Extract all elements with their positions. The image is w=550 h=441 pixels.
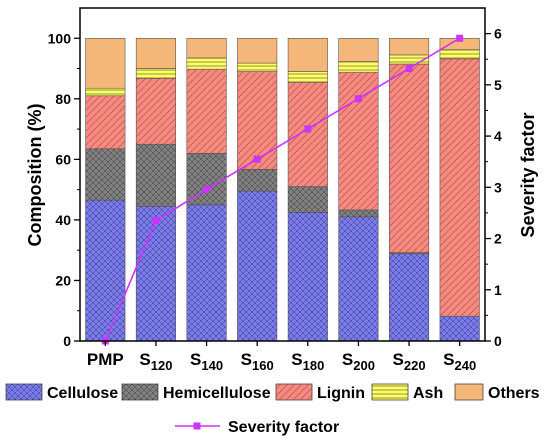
x-tick-label: S140 — [190, 350, 223, 373]
bar-others-s180 — [287, 37, 328, 72]
bar-pattern-cellulose-s220 — [389, 253, 429, 341]
y-tick-label: 0 — [63, 333, 71, 349]
y2-tick-label: 2 — [494, 231, 502, 247]
legend-swatch-pattern-ash — [372, 384, 408, 400]
bar-pattern-hemicellulose-s160 — [237, 169, 277, 192]
bar-pattern-ash-s180 — [288, 71, 328, 83]
x-tick-label: PMP — [87, 350, 124, 369]
bar-others-pmp — [85, 37, 126, 89]
x-tick-label: S120 — [139, 350, 172, 373]
y-tick-label: 80 — [55, 91, 71, 107]
bar-pattern-lignin-s120 — [136, 78, 176, 145]
bar-others-s120 — [135, 37, 176, 69]
bar-pattern-lignin-s180 — [288, 82, 328, 187]
legend-swatch-pattern-lignin — [276, 384, 312, 400]
severity-point — [354, 95, 362, 103]
bar-pattern-cellulose-s200 — [338, 216, 379, 341]
legend-swatch-pattern-hemicellulose — [122, 384, 158, 400]
bar-pattern-lignin-s160 — [237, 71, 277, 170]
right-y-axis: 0 1 2 3 4 5 6 — [485, 26, 502, 349]
bar-pattern-hemicellulose-pmp — [85, 148, 126, 201]
bar-pattern-ash-s140 — [186, 57, 227, 70]
x-tick-label: S220 — [393, 350, 426, 373]
bar-pattern-ash-pmp — [85, 88, 126, 96]
y2-tick-label: 5 — [494, 77, 502, 93]
bar-pattern-cellulose-s120 — [136, 206, 176, 341]
legend: Cellulose Hemicellulose Lignin Ash Others Sev… — [5, 383, 540, 436]
y2-tick-label: 3 — [494, 179, 502, 195]
y-axis-title: Composition (%) — [25, 104, 45, 247]
x-axis: PMP S120 S140 S160 S180 S200 S220 S240 — [87, 341, 476, 373]
bar-pattern-hemicellulose-s180 — [288, 186, 328, 213]
bar-pattern-cellulose-pmp — [85, 200, 126, 341]
y2-tick-label: 4 — [494, 128, 502, 144]
bar-pattern-ash-s120 — [136, 68, 176, 79]
bar-pattern-hemicellulose-s140 — [186, 153, 227, 205]
x-tick-label: S200 — [342, 350, 375, 373]
bar-pattern-lignin-s140 — [186, 69, 227, 154]
bar-pattern-ash-s220 — [389, 54, 429, 65]
severity-point — [203, 185, 211, 193]
legend-label-severity-factor: Severity factor — [228, 419, 339, 436]
y-tick-label: 100 — [48, 30, 72, 46]
bar-pattern-lignin-s220 — [389, 64, 429, 253]
severity-line-path — [104, 37, 461, 342]
bar-pattern-ash-s200 — [338, 61, 379, 73]
y2-tick-label: 1 — [494, 282, 502, 298]
legend-label-lignin: Lignin — [317, 385, 365, 402]
y2-tick-label: 6 — [494, 26, 502, 42]
severity-point — [304, 125, 312, 133]
bar-pattern-lignin-s240 — [439, 58, 480, 317]
bar-others-s160 — [237, 37, 278, 64]
severity-point — [253, 155, 261, 163]
y2-axis-title: Severity factor — [518, 112, 538, 237]
legend-marker-severity — [193, 422, 201, 430]
y-tick-label: 20 — [55, 272, 71, 288]
legend-label-others: Others — [488, 385, 540, 402]
bar-others-s200 — [338, 37, 379, 62]
bar-pattern-lignin-s200 — [338, 72, 379, 210]
bar-segments — [85, 37, 480, 342]
severity-point — [405, 64, 413, 72]
x-tick-label: S180 — [291, 350, 324, 373]
bar-others-s140 — [186, 37, 227, 59]
legend-swatch-pattern-cellulose — [6, 384, 42, 400]
y-tick-label: 60 — [55, 151, 71, 167]
y-tick-label: 40 — [55, 212, 71, 228]
legend-label-ash: Ash — [413, 385, 443, 402]
legend-label-cellulose: Cellulose — [47, 385, 118, 402]
bar-pattern-hemicellulose-s120 — [136, 144, 176, 207]
y2-tick-label: 0 — [494, 333, 502, 349]
bar-pattern-cellulose-s240 — [439, 316, 480, 341]
bar-pattern-cellulose-s140 — [186, 204, 227, 341]
bar-pattern-hemicellulose-s200 — [338, 209, 379, 217]
severity-point — [152, 217, 160, 225]
x-tick-label: S160 — [241, 350, 274, 373]
legend-swatch-others — [454, 383, 484, 401]
plot-frame — [79, 7, 486, 342]
x-tick-label: S240 — [443, 350, 476, 373]
legend-label-hemicellulose: Hemicellulose — [163, 385, 271, 402]
bar-others-s220 — [389, 37, 430, 56]
left-y-axis: 0 20 40 60 80 100 — [48, 30, 80, 349]
bar-pattern-ash-s240 — [439, 49, 480, 59]
severity-point — [456, 34, 464, 42]
bar-pattern-ash-s160 — [237, 63, 277, 72]
bar-pattern-lignin-pmp — [85, 95, 126, 149]
bar-pattern-cellulose-s180 — [288, 212, 328, 341]
bar-pattern-cellulose-s160 — [237, 191, 277, 341]
bar-pattern-hemicellulose-s220 — [389, 252, 429, 254]
